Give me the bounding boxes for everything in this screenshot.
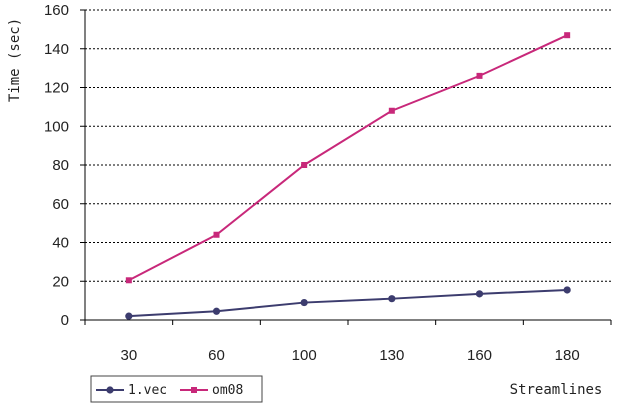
legend-items: 1.vec om08	[96, 383, 243, 398]
x-tick-label: 60	[208, 347, 225, 364]
y-tick-label: 160	[44, 2, 69, 19]
x-axis-title: Streamlines	[510, 382, 603, 398]
y-tick-label: 140	[44, 41, 69, 58]
x-tick-label: 180	[555, 347, 580, 364]
y-tick-label: 40	[52, 235, 69, 252]
tick-labels: 0 20 40 60 80 100 120 140 160 30 60 100 130 160 180	[44, 2, 580, 364]
x-tick-label: 160	[467, 347, 492, 364]
y-tick-label: 100	[44, 118, 69, 135]
series-line	[128, 288, 568, 318]
x-tick-label: 30	[120, 347, 137, 364]
axes	[80, 9, 612, 325]
data-point	[125, 277, 132, 284]
data-point	[300, 298, 308, 307]
legend-swatch-marker	[106, 386, 114, 394]
data-point	[563, 286, 571, 294]
data-point	[212, 307, 221, 315]
y-tick-label: 60	[52, 196, 69, 213]
data-point	[125, 312, 133, 320]
legend-label: om08	[212, 383, 243, 398]
y-tick-label: 0	[61, 312, 69, 329]
data-point	[475, 290, 484, 298]
y-tick-label: 120	[44, 80, 69, 97]
legend-item: om08	[180, 383, 243, 398]
series-line	[128, 34, 568, 282]
data-point	[301, 162, 308, 168]
y-tick-label: 80	[52, 157, 69, 174]
series-layer	[125, 32, 571, 320]
data-point	[564, 32, 571, 39]
data-point	[388, 295, 396, 303]
legend-swatch-marker	[191, 387, 197, 393]
y-tick-label: 20	[52, 273, 69, 290]
legend-item: 1.vec	[96, 383, 167, 398]
x-tick-label: 130	[379, 347, 404, 364]
legend: 1.vec om08	[90, 375, 263, 403]
data-point	[388, 107, 395, 114]
data-point	[476, 72, 483, 79]
series-1-vec	[125, 286, 571, 320]
data-point	[213, 231, 220, 238]
y-axis-title: Time (sec)	[7, 18, 23, 102]
legend-label: 1.vec	[128, 383, 167, 398]
series-om08	[125, 32, 571, 284]
x-tick-label: 100	[292, 347, 317, 364]
legend-box	[90, 375, 263, 403]
